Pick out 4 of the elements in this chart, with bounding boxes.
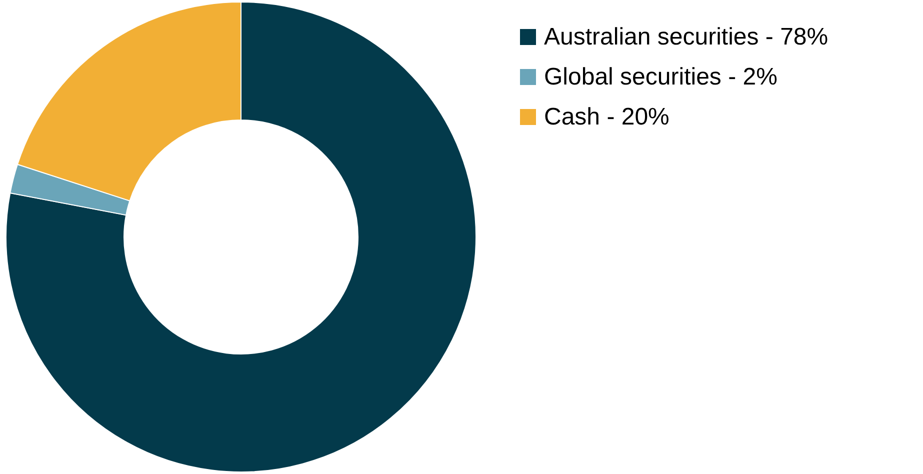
- legend-label: Cash - 20%: [544, 104, 670, 130]
- legend-label: Global securities - 2%: [544, 64, 778, 90]
- legend-label: Australian securities - 78%: [544, 24, 828, 50]
- donut-slice: [6, 2, 476, 472]
